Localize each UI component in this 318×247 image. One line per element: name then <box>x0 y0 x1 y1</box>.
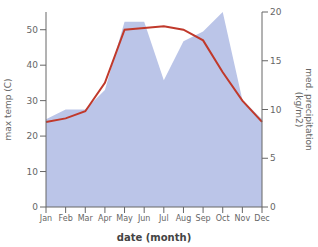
svg-text:0: 0 <box>270 202 276 212</box>
svg-text:30: 30 <box>27 96 39 106</box>
svg-text:Nov: Nov <box>235 214 251 223</box>
svg-text:Jun: Jun <box>137 214 151 223</box>
svg-text:Apr: Apr <box>98 214 113 223</box>
svg-text:Feb: Feb <box>59 214 73 223</box>
svg-text:Aug: Aug <box>176 214 192 223</box>
svg-text:50: 50 <box>27 25 39 35</box>
svg-text:5: 5 <box>270 153 276 163</box>
svg-text:Sep: Sep <box>196 214 211 223</box>
svg-text:20: 20 <box>27 131 39 141</box>
svg-text:10: 10 <box>27 167 39 177</box>
svg-text:0: 0 <box>32 202 38 212</box>
svg-text:20: 20 <box>270 7 282 17</box>
svg-text:15: 15 <box>270 56 281 66</box>
svg-text:Jan: Jan <box>39 214 52 223</box>
svg-text:Jul: Jul <box>158 214 169 223</box>
svg-text:med. precipitation(kg/m2): med. precipitation(kg/m2) <box>294 68 314 150</box>
svg-text:May: May <box>116 214 133 223</box>
svg-text:Oct: Oct <box>216 214 230 223</box>
svg-text:date (month): date (month) <box>117 232 191 243</box>
svg-text:40: 40 <box>27 60 39 70</box>
svg-text:10: 10 <box>270 105 282 115</box>
svg-text:Mar: Mar <box>78 214 94 223</box>
svg-text:Dec: Dec <box>254 214 269 223</box>
svg-text:max temp (C): max temp (C) <box>3 78 13 140</box>
